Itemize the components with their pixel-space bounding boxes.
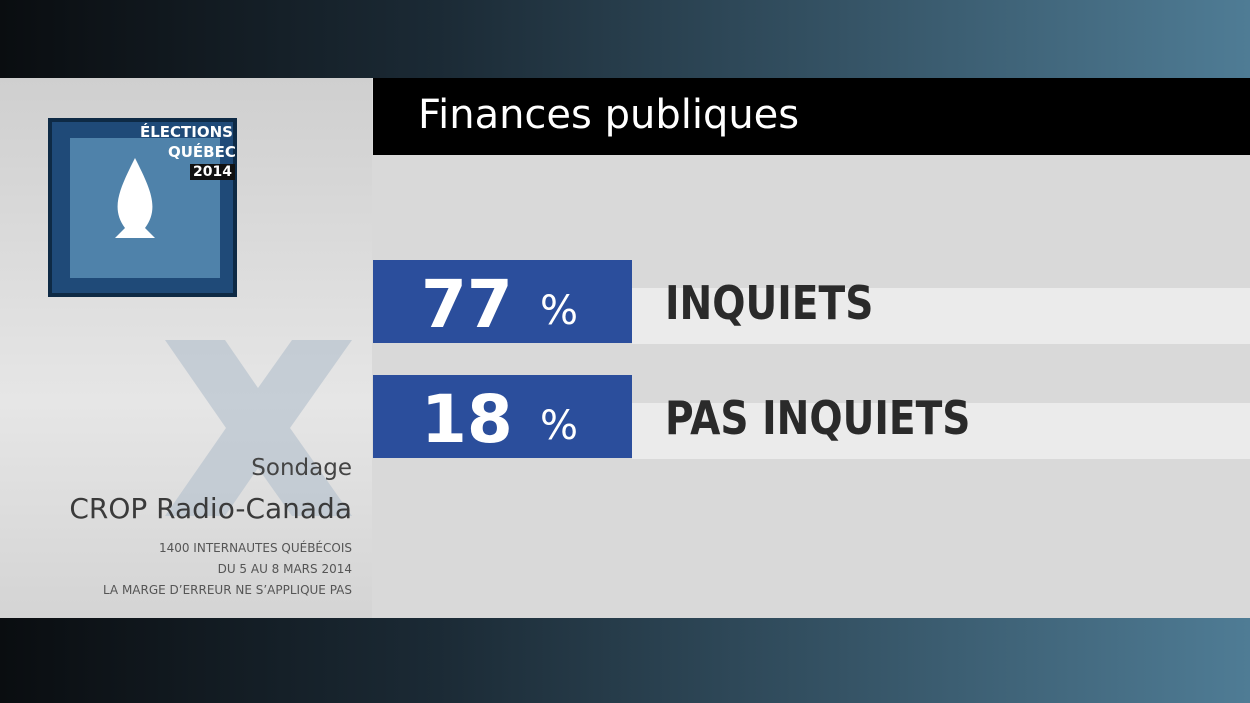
- logo-line2: QUÉBEC: [168, 143, 236, 161]
- logo-line1: ÉLECTIONS: [140, 123, 233, 141]
- row-strip: [632, 403, 1250, 459]
- note: DU 5 AU 8 MARS 2014: [217, 562, 352, 576]
- title-bar: [373, 78, 1250, 155]
- bottom-band: [0, 618, 1250, 703]
- value-box: 18 %: [373, 375, 632, 458]
- value-box: 77 %: [373, 260, 632, 343]
- decor: [48, 118, 352, 516]
- source-name: CROP Radio-Canada: [69, 492, 352, 525]
- label: INQUIETS: [665, 276, 874, 330]
- source-label: Sondage: [251, 455, 352, 481]
- value: 77: [421, 266, 513, 343]
- top-band: [0, 0, 1250, 78]
- row-strip: [632, 288, 1250, 344]
- label: PAS INQUIETS: [665, 391, 971, 445]
- value: 18: [421, 381, 513, 458]
- logo-year: 2014: [190, 164, 235, 180]
- unit: %: [540, 288, 579, 334]
- side-panel: ÉLECTIONS QUÉBEC 2014: [0, 78, 372, 618]
- note: LA MARGE D’ERREUR NE S’APPLIQUE PAS: [102, 583, 352, 597]
- note: 1400 INTERNAUTES QUÉBÉCOIS: [158, 541, 352, 555]
- title: Finances publiques: [418, 92, 800, 138]
- unit: %: [540, 403, 579, 449]
